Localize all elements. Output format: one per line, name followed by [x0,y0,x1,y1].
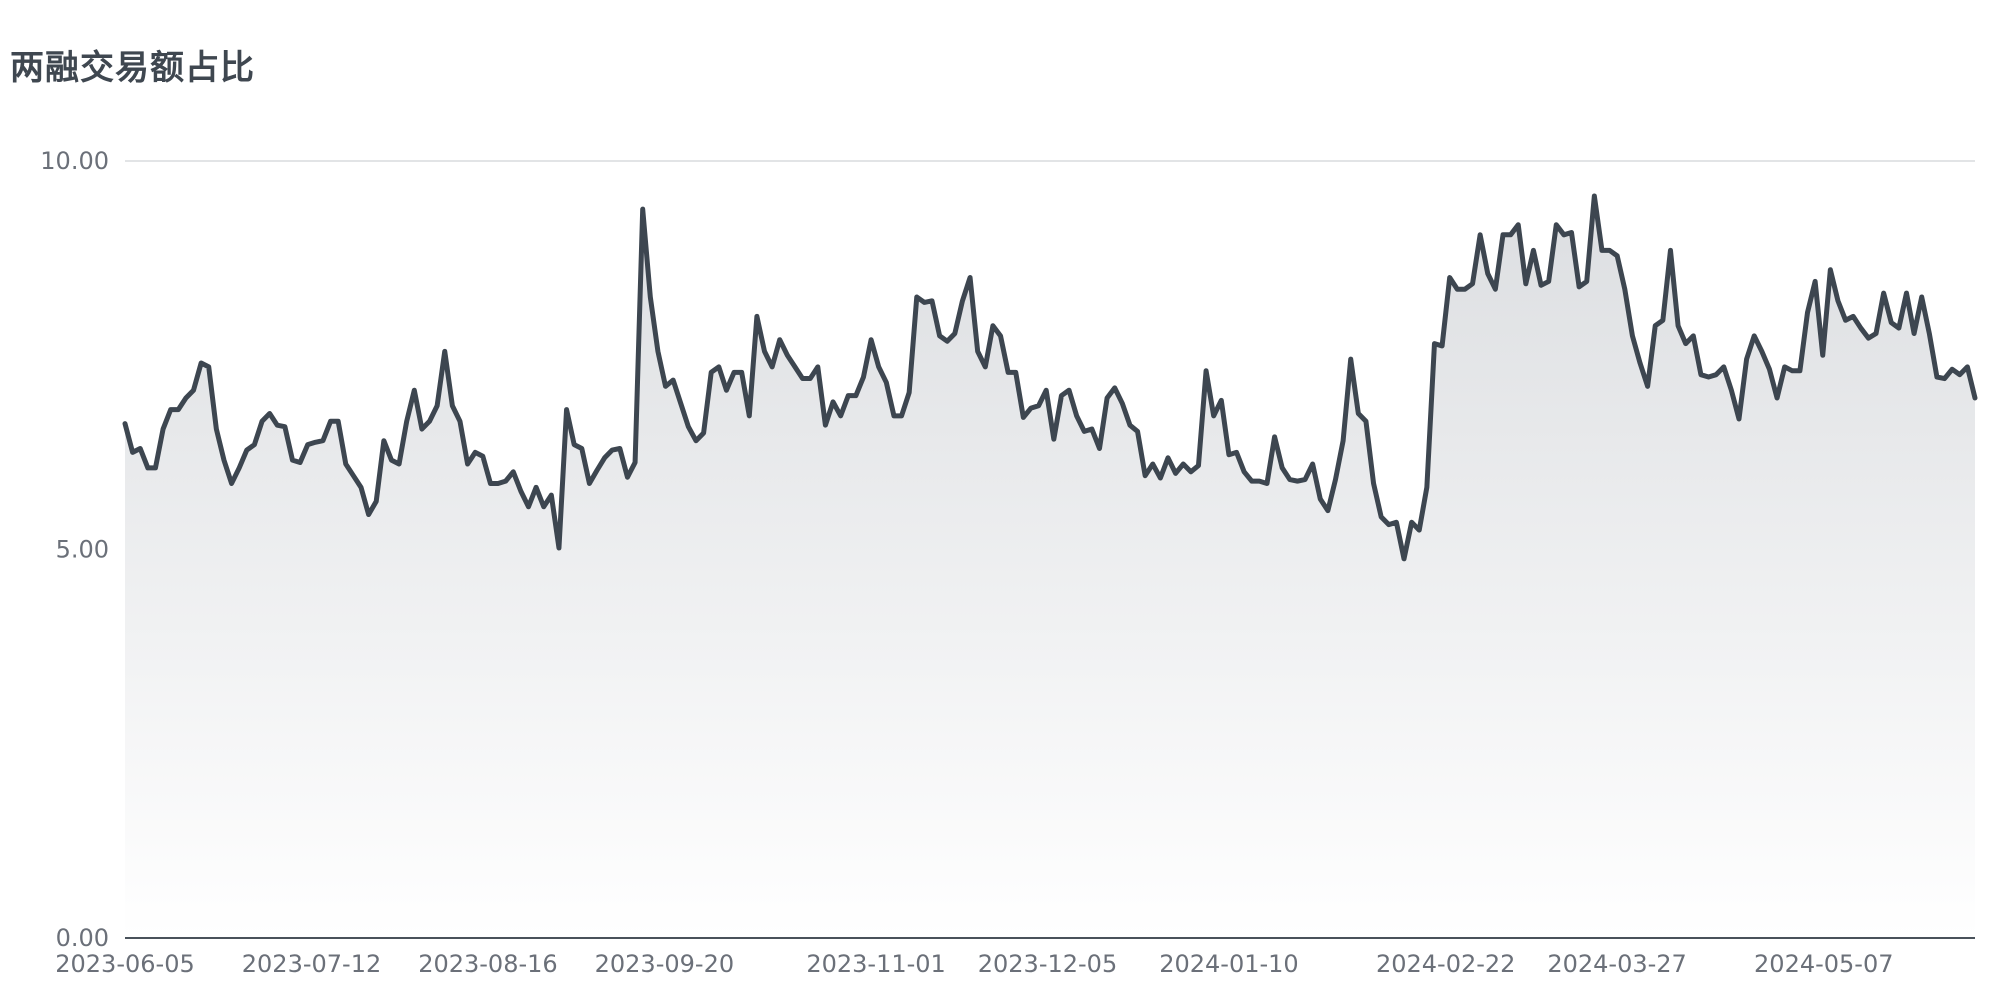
x-tick-label: 2023-12-05 [978,950,1117,978]
series-area [125,195,1975,938]
x-tick-label: 2024-05-07 [1754,950,1893,978]
x-tick-label: 2024-03-27 [1547,950,1686,978]
x-tick-label: 2023-07-12 [242,950,381,978]
series-line [122,193,1978,562]
y-tick-label: 10.00 [40,147,109,175]
x-tick-label: 2023-09-20 [595,950,734,978]
y-tick-label: 0.00 [56,924,109,952]
chart-title: 两融交易额占比 [10,48,255,88]
x-tick-label: 2024-02-22 [1376,950,1515,978]
x-tick-label: 2024-01-10 [1159,950,1298,978]
y-tick-label: 5.00 [56,536,109,564]
x-tick-label: 2023-11-01 [806,950,945,978]
x-tick-label: 2023-08-16 [418,950,557,978]
x-tick-label: 2023-06-05 [55,950,194,978]
